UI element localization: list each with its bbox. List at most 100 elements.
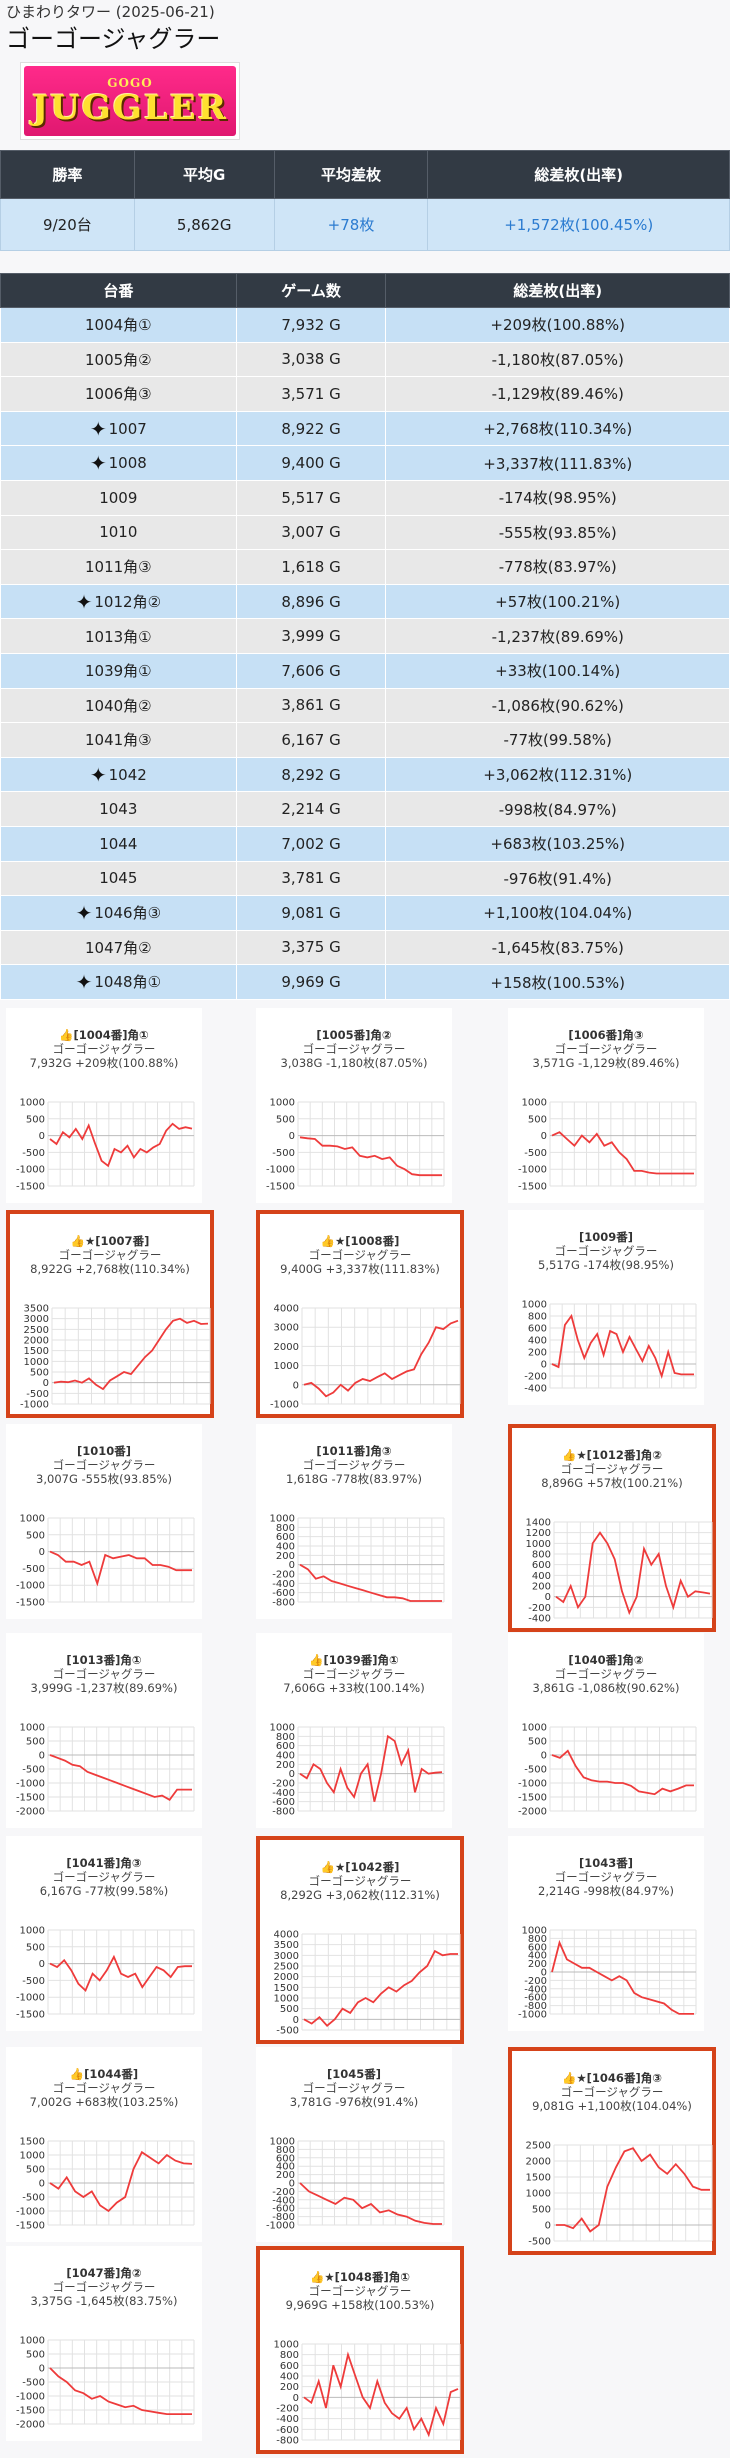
chart-stat: 3,999G -1,237枚(89.69%) xyxy=(30,1680,178,1695)
diff-series-line xyxy=(551,1939,694,2015)
sparkle-icon: ✦ xyxy=(89,762,107,787)
game-count: 9,969 G xyxy=(235,964,387,1000)
chart-stat: 3,861G -1,086枚(90.62%) xyxy=(532,1680,680,1695)
y-tick-label: 3500 xyxy=(274,1940,299,1951)
machine-number: 1005角② xyxy=(0,341,237,378)
y-tick-label: 400 xyxy=(528,1951,547,1962)
chart-sub: ゴーゴージャグラー xyxy=(52,2080,156,2095)
diff-series-line xyxy=(53,1317,209,1391)
y-tick-label: -600 xyxy=(272,1797,295,1808)
chart-sub: ゴーゴージャグラー xyxy=(302,1666,406,1681)
y-tick-label: 500 xyxy=(26,1530,45,1541)
y-tick-label: 0 xyxy=(39,1750,45,1761)
chart-stat: 9,081G +1,100枚(104.04%) xyxy=(532,2098,692,2113)
page-title: ゴーゴージャグラー xyxy=(6,25,221,53)
y-tick-label: 3000 xyxy=(274,1951,299,1962)
machine-number: 1044 xyxy=(0,825,237,862)
y-tick-label: 200 xyxy=(276,1551,295,1562)
y-tick-label: -1500 xyxy=(16,1597,45,1606)
y-tick-label: 500 xyxy=(276,1114,295,1125)
y-tick-label: 1500 xyxy=(526,2172,551,2183)
y-tick-label: -600 xyxy=(272,2204,295,2215)
y-tick-label: 0 xyxy=(541,1131,547,1142)
y-tick-label: 1400 xyxy=(526,1517,551,1528)
machine-chart-card: [1045番] ゴーゴージャグラー 3,781G -976枚(91.4%) 1000 8… xyxy=(256,2046,452,2242)
chart-sub: ゴーゴージャグラー xyxy=(52,1041,156,1056)
machine-number: 1011角③ xyxy=(0,549,237,585)
logo-badge: GOGO JUGGLER xyxy=(24,66,236,136)
y-tick-label: 1000 xyxy=(270,1513,295,1524)
y-tick-label: 4000 xyxy=(274,1303,299,1314)
y-tick-label: -1000 xyxy=(16,1778,45,1789)
table-row: 1005角② 3,038 G -1,180枚(87.05%) xyxy=(0,341,730,378)
machine-number: 1039角① xyxy=(0,652,237,689)
diff-series-line xyxy=(299,1734,443,1802)
y-tick-label: -500 xyxy=(524,1148,547,1159)
sparkle-icon: ✦ xyxy=(75,900,93,925)
chart-caption: [1041番]角③ ゴーゴージャグラー 6,167G -77枚(99.58%) xyxy=(6,1836,202,1898)
y-tick-label: 3000 xyxy=(274,1323,299,1334)
y-tick-label: -800 xyxy=(272,1806,295,1815)
y-tick-label: -1500 xyxy=(16,2405,45,2416)
y-tick-label: 1000 xyxy=(270,1097,295,1108)
chart-caption: 👍★[1007番] ゴーゴージャグラー 8,922G +2,768枚(110.34%… xyxy=(10,1214,210,1276)
diff-line-chart: 1000 500 0 -500 -1000 -1500 xyxy=(16,1513,195,1606)
chart-caption: [1043番] ゴーゴージャグラー 2,214G -998枚(84.97%) xyxy=(508,1836,704,1898)
chart-sub: ゴーゴージャグラー xyxy=(52,1869,156,1884)
machine-chart-card: 👍★[1008番] ゴーゴージャグラー 9,400G +3,337枚(111.83%… xyxy=(256,1209,464,1418)
y-tick-label: -200 xyxy=(272,1569,295,1580)
chart-caption: 👍★[1012番]角② ゴーゴージャグラー 8,896G +57枚(100.21%) xyxy=(512,1428,712,1490)
y-tick-label: -1000 xyxy=(20,1399,49,1408)
y-tick-label: 0 xyxy=(541,1967,547,1978)
chart-title: [1009番] xyxy=(578,1229,634,1244)
chart-stat: 9,969G +158枚(100.53%) xyxy=(285,2297,435,2312)
y-tick-label: 400 xyxy=(528,1335,547,1346)
summary-winrate: 9/20台 xyxy=(0,198,135,251)
machine-chart-card: [1040番]角② ゴーゴージャグラー 3,861G -1,086枚(90.62%)… xyxy=(508,1632,704,1828)
y-tick-label: 600 xyxy=(276,1532,295,1543)
chart-title: 👍[1044番] xyxy=(69,2066,139,2081)
machine-chart-card: [1047番]角② ゴーゴージャグラー 3,375G -1,645枚(83.75%)… xyxy=(6,2245,202,2441)
machine-number: ✦ 1048角① xyxy=(0,964,237,1000)
diff-line-chart: 2500 2000 1500 1000 500 0 -500 xyxy=(526,2140,713,2245)
machine-chart-card: 👍★[1046番]角③ ゴーゴージャグラー 9,081G +1,100枚(104.0… xyxy=(508,2046,716,2255)
game-count: 3,375 G xyxy=(235,929,387,966)
y-tick-label: 800 xyxy=(280,2350,299,2361)
chart-stat: 6,167G -77枚(99.58%) xyxy=(39,1883,169,1898)
y-tick-label: 0 xyxy=(545,1592,551,1603)
chart-caption: 👍★[1008番] ゴーゴージャグラー 9,400G +3,337枚(111.83%… xyxy=(260,1214,460,1276)
diff-line-chart: 1000 500 0 -500 -1000 -1500 -2000 xyxy=(518,1722,697,1815)
machine-chart-card: [1009番] ゴーゴージャグラー 5,517G -174枚(98.95%) 1000… xyxy=(508,1209,704,1405)
y-tick-label: 0 xyxy=(541,1750,547,1761)
y-tick-label: 0 xyxy=(541,1359,547,1370)
chart-sub: ゴーゴージャグラー xyxy=(308,1247,412,1262)
y-tick-label: -1000 xyxy=(266,2220,295,2229)
y-tick-label: -500 xyxy=(22,1564,45,1575)
y-tick-label: 400 xyxy=(532,1571,551,1582)
y-tick-label: 400 xyxy=(280,2371,299,2382)
y-tick-label: 1500 xyxy=(24,1346,49,1357)
summary-total-diff: +1,572枚(100.45%) xyxy=(427,198,730,251)
y-tick-label: 1000 xyxy=(274,2339,299,2350)
table-row: 1041角③ 6,167 G -77枚(99.58%) xyxy=(0,722,730,758)
y-tick-label: -500 xyxy=(528,2236,551,2245)
machine-chart-card: [1043番] ゴーゴージャグラー 2,214G -998枚(84.97%) 1000… xyxy=(508,1835,704,2031)
diff-series-line xyxy=(49,1550,192,1587)
chart-sub: ゴーゴージャグラー xyxy=(554,1869,658,1884)
y-tick-label: -2000 xyxy=(16,2419,45,2428)
total-diff: -1,237枚(89.69%) xyxy=(385,618,730,654)
y-tick-label: -500 xyxy=(524,1764,547,1775)
y-tick-label: -1000 xyxy=(16,1165,45,1176)
machine-chart-card: [1013番]角① ゴーゴージャグラー 3,999G -1,237枚(89.69%)… xyxy=(6,1632,202,1828)
game-count: 3,861 G xyxy=(235,687,387,724)
machine-id: 1012角② xyxy=(94,592,162,611)
table-row: 1047角② 3,375 G -1,645枚(83.75%) xyxy=(0,929,730,966)
chart-caption: 👍[1004番]角① ゴーゴージャグラー 7,932G +209枚(100.88%) xyxy=(6,1008,202,1070)
summary-header-winrate: 勝率 xyxy=(0,150,135,199)
y-tick-label: 600 xyxy=(528,1942,547,1953)
y-tick-label: 500 xyxy=(528,1114,547,1125)
y-tick-label: -400 xyxy=(524,1383,547,1392)
game-count: 8,922 G xyxy=(235,410,387,447)
